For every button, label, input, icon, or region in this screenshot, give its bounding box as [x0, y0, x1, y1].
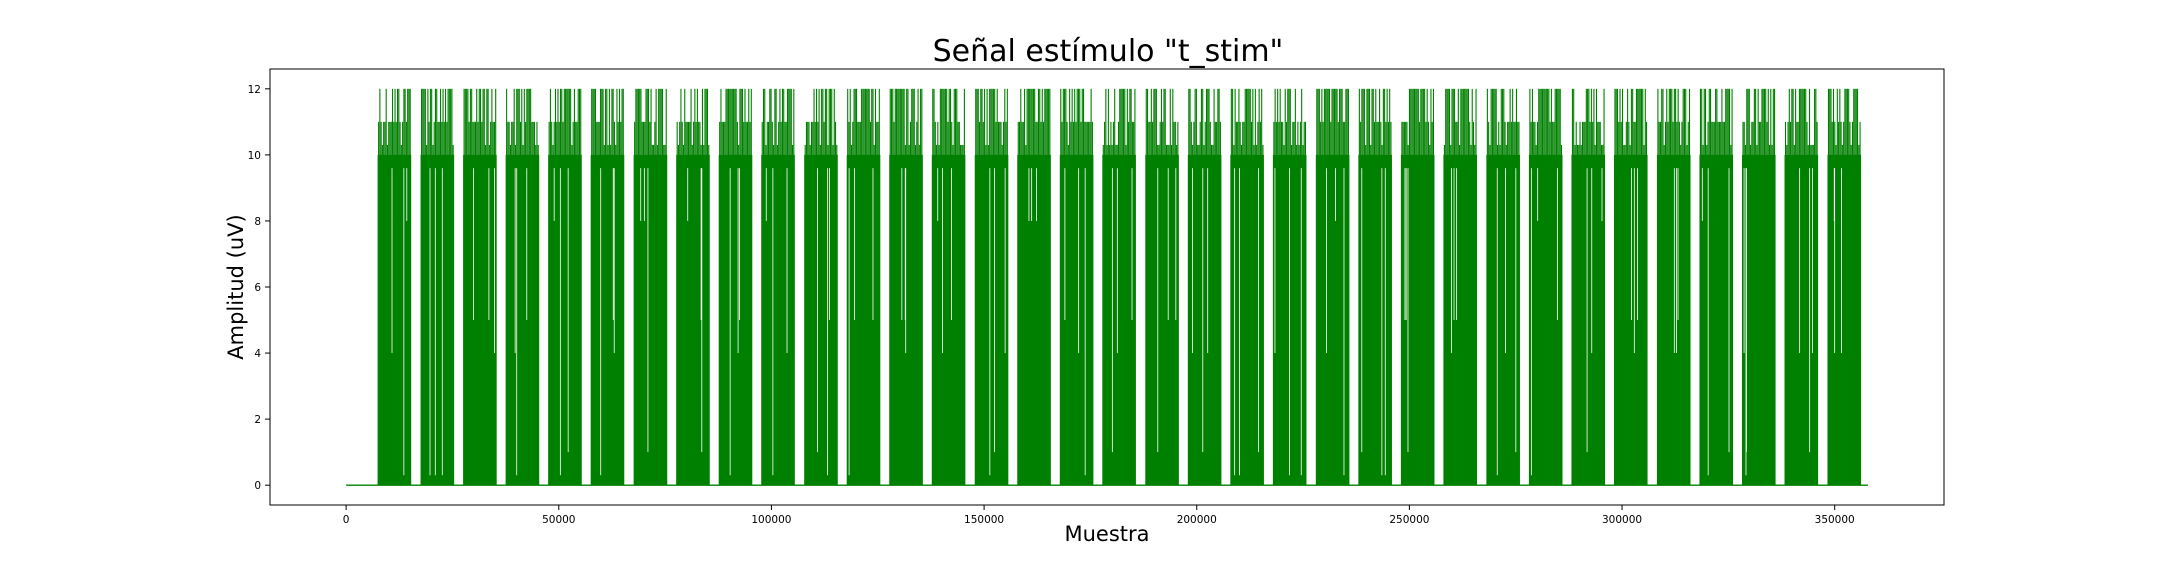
block-fill [1613, 154, 1648, 486]
x-axis-label: Muestra [1064, 522, 1149, 546]
stimulus-block [1699, 88, 1734, 486]
block-fill [1486, 154, 1520, 486]
stimulus-block [377, 88, 412, 486]
stimulus-block [1656, 88, 1691, 486]
stimulus-block [1784, 88, 1819, 486]
stimulus-block [889, 88, 923, 486]
stimulus-block [1486, 88, 1520, 486]
stimulus-block [1528, 88, 1563, 486]
stimulus-block [931, 88, 966, 486]
x-axis: 0 50000 100000 150000 200000 250000 300000 3500… [343, 505, 1855, 526]
block-fill [1102, 154, 1136, 486]
block-fill [420, 154, 455, 486]
block-fill [1699, 154, 1734, 486]
block-fill [463, 154, 497, 486]
x-tick-label: 300000 [1602, 514, 1642, 526]
block-fill [718, 154, 753, 486]
plot-area [346, 88, 1868, 486]
stimulus-block [1571, 88, 1606, 486]
stimulus-block [633, 88, 668, 486]
block-fill [1656, 154, 1691, 486]
x-tick-label: 50000 [542, 514, 575, 526]
block-fill [1741, 154, 1776, 486]
stimulus-block [1187, 88, 1222, 486]
block-fill [846, 154, 881, 486]
x-tick-label: 100000 [751, 514, 791, 526]
block-fill [1059, 154, 1094, 486]
stimulus-block [846, 88, 881, 486]
y-tick-label: 0 [254, 480, 261, 492]
stimulus-block [1017, 88, 1051, 486]
y-tick-label: 12 [248, 84, 261, 96]
stimulus-block [761, 88, 795, 486]
y-tick-label: 6 [254, 282, 261, 294]
stimulus-block [1059, 88, 1094, 486]
stimulus-block [1400, 88, 1435, 486]
stimulus-block [1230, 88, 1264, 486]
block-fill [1315, 154, 1350, 486]
block-fill [548, 154, 582, 486]
block-fill [761, 154, 795, 486]
block-fill [633, 154, 668, 486]
stimulus-block [1443, 88, 1478, 486]
block-fill [590, 154, 625, 486]
stimulus-block [1102, 88, 1136, 486]
stimulus-block [463, 88, 497, 486]
block-fill [974, 154, 1009, 486]
series-layer [346, 88, 1868, 486]
block-fill [505, 154, 540, 486]
x-tick-label: 250000 [1389, 514, 1429, 526]
block-fill [931, 154, 966, 486]
block-fill [1571, 154, 1606, 486]
block-fill [676, 154, 710, 486]
stimulus-block [548, 88, 582, 486]
stimulus-block [1145, 88, 1179, 486]
block-fill [377, 154, 412, 486]
y-tick-label: 2 [254, 414, 261, 426]
stimulus-block [1358, 88, 1392, 486]
stimulus-block [590, 88, 625, 486]
y-axis: 0 2 4 6 8 10 12 [248, 84, 270, 492]
block-fill [1784, 154, 1819, 486]
stimulus-block [718, 88, 753, 486]
stimulus-block [1741, 88, 1776, 486]
block-fill [1187, 154, 1222, 486]
stimulus-block [505, 88, 540, 486]
stimulus-block [420, 88, 455, 486]
block-fill [804, 154, 838, 486]
x-tick-label: 0 [343, 514, 350, 526]
block-fill [1017, 154, 1051, 486]
stimulus-block [1827, 88, 1862, 486]
stimulus-block [1613, 88, 1648, 486]
stimulus-block [1315, 88, 1350, 486]
x-tick-label: 150000 [964, 514, 1004, 526]
block-fill [1358, 154, 1392, 486]
block-fill [1528, 154, 1563, 486]
block-fill [1443, 154, 1478, 486]
stimulus-block [676, 88, 710, 486]
block-fill [1827, 154, 1862, 486]
block-fill [1145, 154, 1179, 486]
stimulus-block [804, 88, 838, 486]
stimulus-block [1272, 88, 1307, 486]
stimulus-block [974, 88, 1009, 486]
y-tick-label: 4 [254, 348, 261, 360]
y-tick-label: 8 [254, 216, 261, 228]
x-tick-label: 200000 [1177, 514, 1217, 526]
y-axis-label: Amplitud (uV) [224, 214, 248, 359]
chart-title: Señal estímulo "t_stim" [933, 34, 1284, 69]
x-tick-label: 350000 [1815, 514, 1855, 526]
y-tick-label: 10 [248, 150, 261, 162]
